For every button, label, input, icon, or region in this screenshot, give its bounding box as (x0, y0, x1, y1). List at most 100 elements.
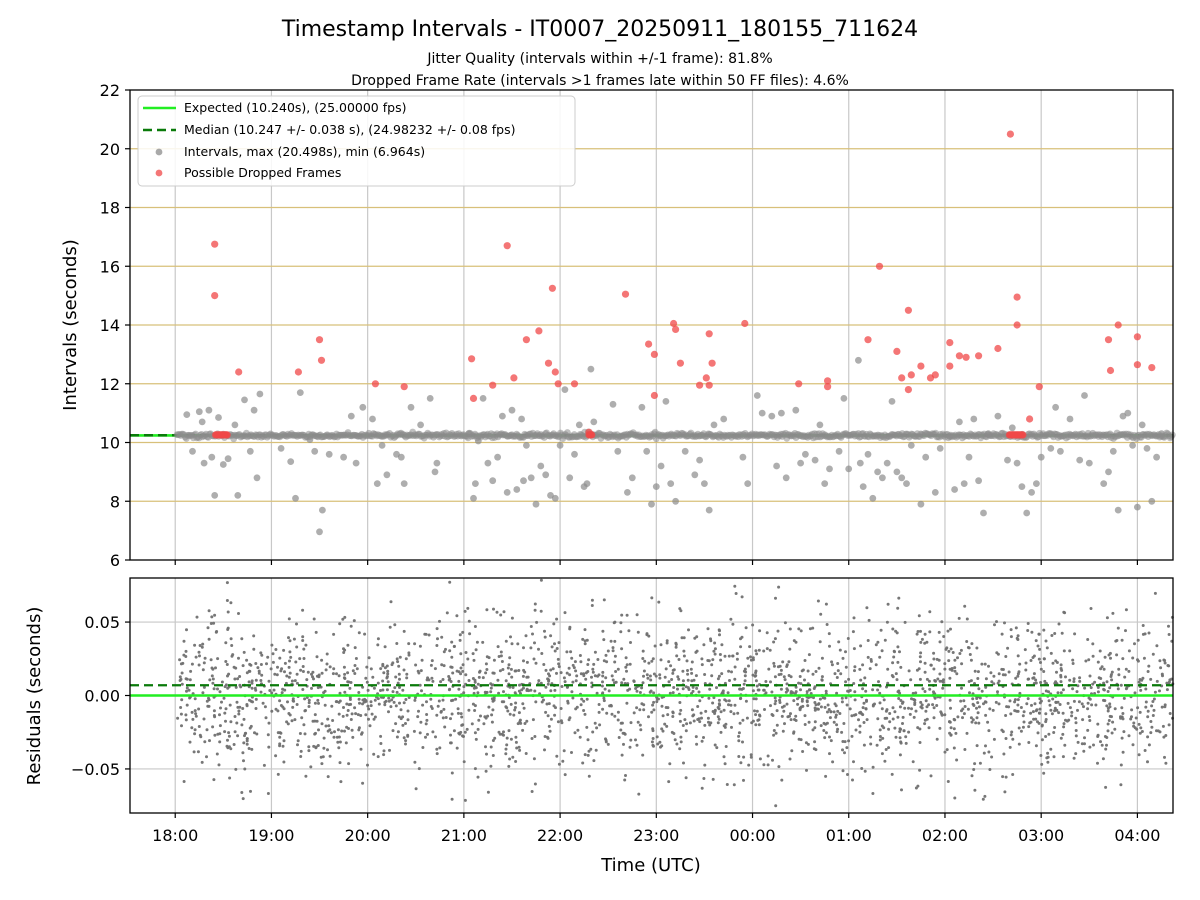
residual-point (367, 656, 371, 660)
interval-point (907, 442, 915, 449)
residual-point (773, 696, 777, 700)
residual-point (978, 696, 982, 700)
residual-point (507, 729, 511, 733)
residual-point (210, 615, 214, 619)
residual-point (846, 637, 850, 640)
residual-point (674, 641, 678, 645)
residual-point (401, 715, 405, 719)
residual-point (341, 714, 345, 718)
residual-point (918, 727, 922, 731)
residual-point (328, 728, 332, 732)
residual-point (698, 699, 702, 703)
residual-point (754, 679, 758, 683)
residual-point (471, 702, 475, 706)
residual-point (278, 656, 282, 660)
residual-point (376, 755, 380, 759)
residual-point (486, 790, 490, 794)
residual-point (945, 748, 949, 752)
residual-point (699, 711, 703, 715)
residual-point (833, 702, 837, 706)
residual-point (199, 735, 203, 739)
residual-point (507, 672, 511, 676)
residual-point (953, 666, 957, 670)
interval-point (256, 390, 264, 398)
residual-point (919, 700, 923, 704)
residual-point (653, 644, 657, 648)
residual-point (224, 683, 228, 687)
residual-point (325, 662, 329, 666)
residual-point (225, 599, 229, 602)
residual-point (601, 707, 605, 711)
residual-point (1111, 611, 1115, 615)
residual-point (275, 673, 279, 677)
residual-point (916, 630, 920, 633)
residual-point (880, 707, 884, 711)
interval-point (792, 406, 800, 414)
residual-point (1102, 698, 1105, 702)
residual-point (529, 688, 533, 692)
residual-point (337, 735, 341, 739)
residual-point (1027, 725, 1031, 729)
residual-point (620, 681, 624, 685)
residual-point (984, 700, 988, 704)
residual-point (299, 755, 303, 758)
residual-point (579, 703, 583, 707)
residual-point (455, 669, 459, 673)
residual-point (463, 798, 467, 802)
residual-point (868, 667, 872, 671)
residual-point (857, 718, 860, 722)
residual-point (713, 712, 717, 715)
intervals-y-tick-label: 12 (100, 375, 120, 394)
residual-point (342, 651, 346, 654)
residual-point (1083, 686, 1087, 690)
residual-point (514, 740, 518, 744)
residual-point (723, 725, 727, 729)
interval-point (1023, 509, 1031, 517)
residual-point (1047, 699, 1051, 703)
residual-point (499, 654, 503, 658)
residual-point (931, 703, 935, 707)
residual-point (1110, 731, 1114, 735)
residual-point (416, 715, 420, 719)
residual-point (257, 669, 261, 673)
residual-point (394, 722, 398, 726)
residual-point (187, 688, 191, 692)
residual-point (1087, 696, 1091, 700)
residual-point (586, 753, 590, 757)
interval-point (975, 477, 982, 485)
residual-point (1152, 708, 1156, 712)
residual-point (332, 667, 336, 671)
dropped-frame-point (551, 368, 559, 376)
residual-point (880, 649, 884, 653)
residual-point (212, 778, 216, 782)
residual-point (625, 613, 629, 617)
residual-point (813, 708, 817, 712)
dropped-frame-point (672, 325, 680, 333)
interval-point (802, 450, 809, 458)
residual-point (899, 699, 903, 702)
residual-point (549, 634, 553, 638)
residual-point (314, 630, 318, 634)
residual-point (1164, 761, 1168, 765)
residual-point (424, 722, 428, 726)
residual-point (903, 620, 907, 624)
interval-point (874, 468, 881, 476)
residual-point (923, 661, 927, 665)
residual-point (738, 721, 742, 725)
residual-point (787, 660, 791, 664)
residual-point (209, 658, 213, 662)
residual-point (1052, 755, 1056, 759)
residual-point (1125, 686, 1129, 689)
residual-point (885, 716, 889, 720)
interval-point (835, 447, 843, 455)
residual-point (658, 740, 662, 744)
residual-point (394, 675, 398, 679)
residual-point (937, 658, 941, 662)
residual-point (198, 654, 201, 658)
interval-point (208, 453, 216, 461)
interval-point (1028, 489, 1035, 496)
residual-point (1016, 638, 1020, 641)
interval-point (1153, 453, 1160, 461)
residual-point (1147, 743, 1151, 747)
residual-point (1110, 678, 1114, 682)
